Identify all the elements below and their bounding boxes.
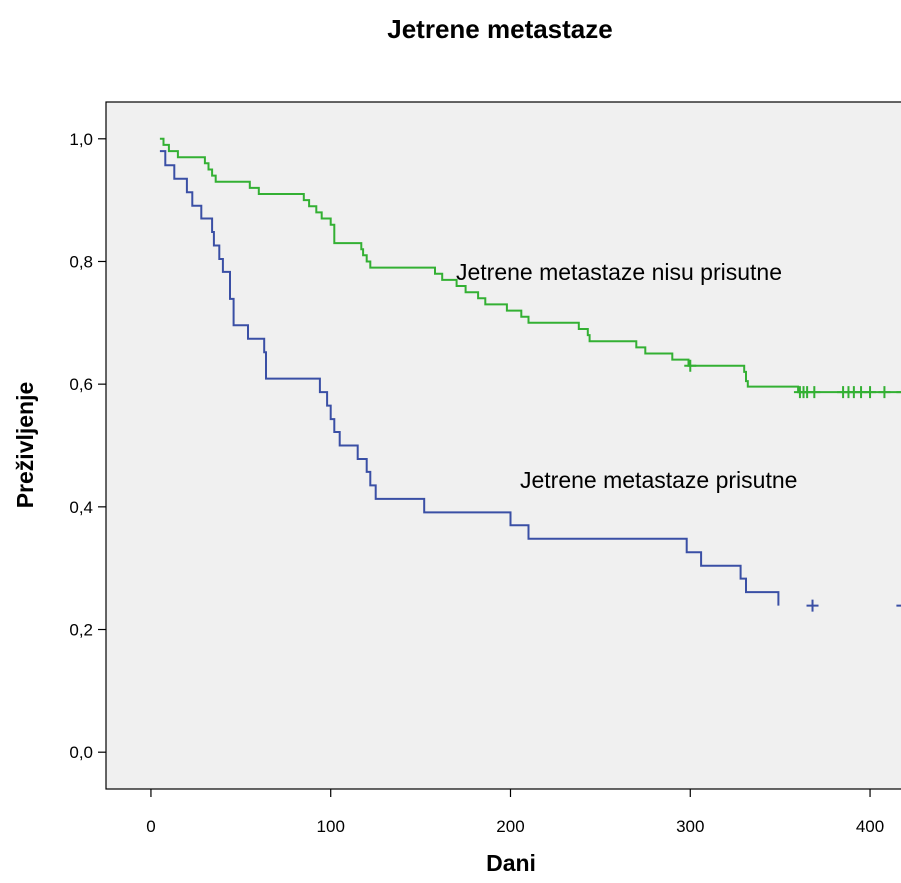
- plot-area: [105, 101, 901, 790]
- y-tick-label: 0,8: [69, 252, 93, 271]
- y-tick-label: 0,6: [69, 375, 93, 394]
- x-tick-label: 400: [856, 817, 884, 836]
- censor-mark: [808, 386, 821, 399]
- y-tick-label: 0,0: [69, 743, 93, 762]
- x-tick-label: 0: [146, 817, 155, 836]
- censor-mark: [896, 391, 901, 394]
- annotation-no-metastases: Jetrene metastaze nisu prisutne: [456, 259, 782, 285]
- x-tick-label: 100: [317, 817, 345, 836]
- chart-title: Jetrene metastaze: [387, 14, 613, 44]
- annotation-metastases: Jetrene metastaze prisutne: [520, 467, 797, 493]
- x-axis: 0 100 200 300 400: [146, 789, 884, 836]
- y-tick-label: 0,2: [69, 621, 93, 640]
- censor-mark: [878, 386, 891, 399]
- series-layer: [159, 137, 901, 612]
- censor-mark: [864, 386, 877, 399]
- censor-mark: [896, 604, 901, 607]
- censor-mark: [806, 599, 819, 612]
- y-axis: 0,0 0,2 0,4 0,6 0,8 1,0: [69, 130, 106, 762]
- series-line-0: [159, 137, 901, 394]
- x-tick-label: 200: [496, 817, 524, 836]
- y-axis-title: Preživljenje: [12, 382, 38, 509]
- series-line-1: [159, 150, 780, 606]
- y-tick-label: 1,0: [69, 130, 93, 149]
- censor-mark: [684, 359, 697, 372]
- x-tick-label: 300: [676, 817, 704, 836]
- y-tick-label: 0,4: [69, 498, 93, 517]
- x-axis-title: Dani: [486, 850, 536, 876]
